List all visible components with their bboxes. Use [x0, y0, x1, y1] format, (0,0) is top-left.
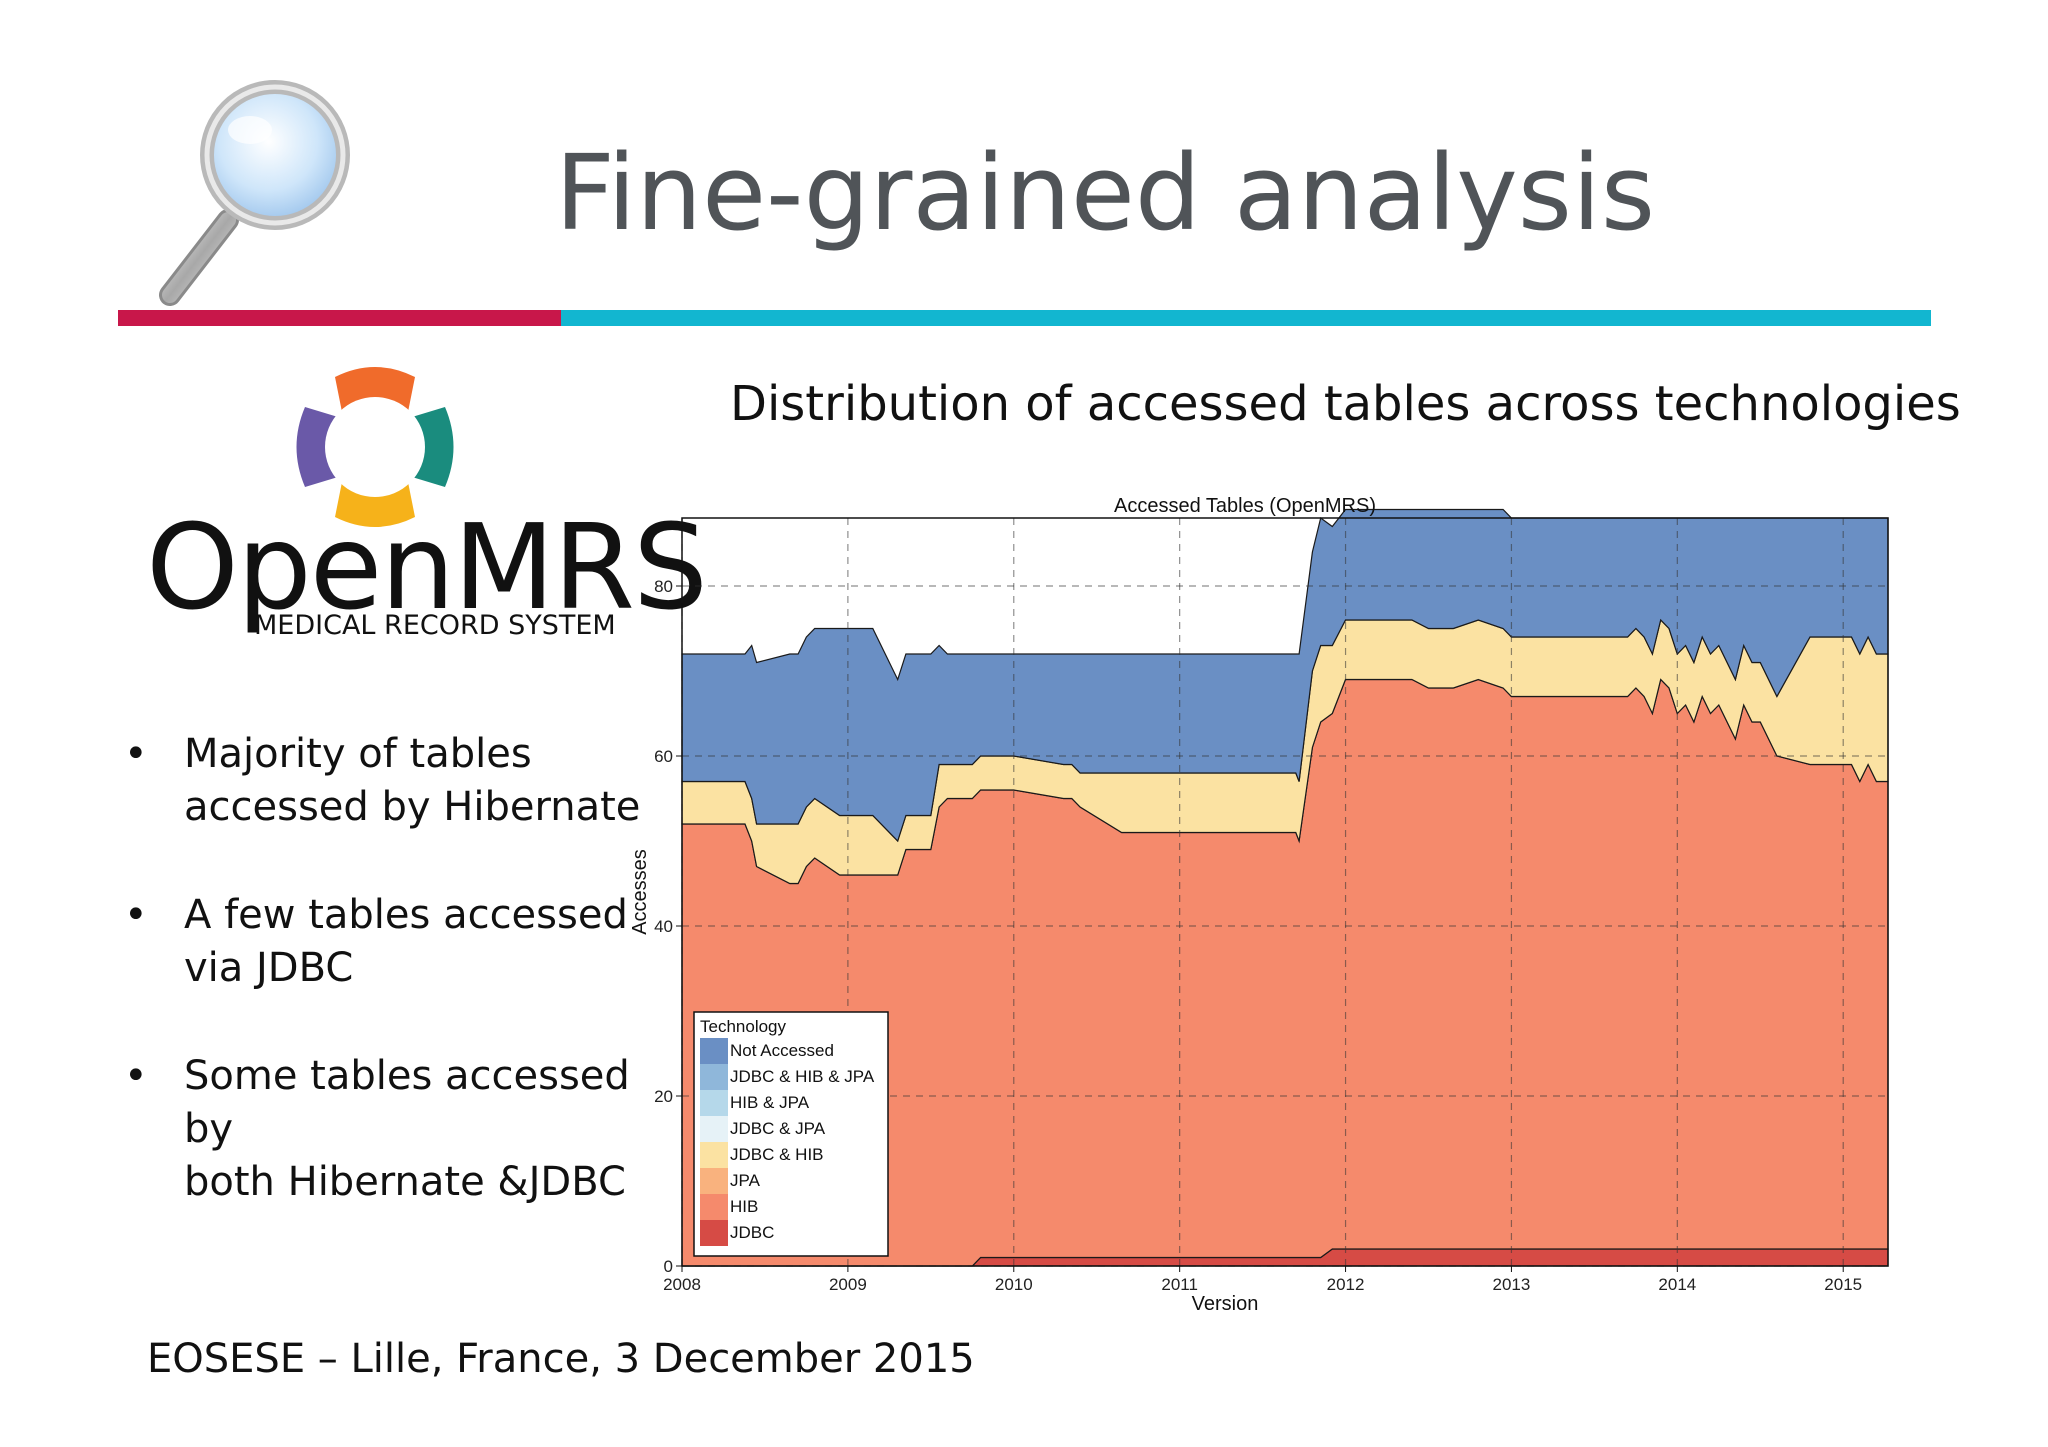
y-tick-label: 80 — [654, 577, 673, 596]
chart-axes: 2008 2009 2010 2011 2012 2013 2014 2015 0 20 40 60 8… — [654, 517, 1889, 1294]
x-tick-label: 2008 — [663, 1275, 701, 1294]
bullet-line: accessed by Hibernate — [184, 784, 641, 830]
x-tick-label: 2011 — [1161, 1275, 1198, 1294]
y-tick-label: 40 — [654, 917, 673, 936]
footer-text: EOSESE – Lille, France, 3 December 2015 — [147, 1336, 975, 1382]
y-axis-title: Accesses — [629, 849, 651, 935]
y-tick-label: 0 — [664, 1257, 673, 1276]
legend-swatch — [700, 1168, 728, 1194]
openmrs-logo-icon — [296, 367, 454, 527]
legend-swatch — [700, 1064, 728, 1090]
legend-label: HIB — [730, 1197, 758, 1216]
openmrs-logo-tagline: MEDICAL RECORD SYSTEM — [254, 610, 616, 641]
chart-legend: Technology Not Accessed JDBC & HIB & JPA HI… — [693, 1011, 889, 1257]
bullet-line: Some tables accessed by — [184, 1053, 630, 1152]
bullet-line: both Hibernate &JDBC — [184, 1159, 626, 1205]
openmrs-logo-text: OpenMRS — [146, 498, 708, 636]
x-tick-label: 2010 — [995, 1275, 1033, 1294]
bullet-item: • A few tables accessed via JDBC — [120, 889, 680, 995]
legend-label: JDBC & JPA — [730, 1119, 826, 1138]
x-tick-label: 2009 — [829, 1275, 867, 1294]
plot-frame — [681, 517, 1889, 1267]
x-tick-label: 2012 — [1327, 1275, 1365, 1294]
title-underline-cyan — [561, 310, 1931, 326]
chart-plot-area — [681, 508, 1889, 1267]
title-underline-red — [118, 310, 561, 326]
legend-swatch — [700, 1090, 728, 1116]
bullet-line: A few tables accessed — [184, 892, 628, 938]
legend-label: JDBC — [730, 1223, 774, 1242]
x-axis-title: Version — [1192, 1293, 1259, 1315]
legend-swatch — [700, 1116, 728, 1142]
bullet-item: • Some tables accessed by both Hibernate… — [120, 1050, 680, 1209]
y-tick-label: 60 — [654, 747, 673, 766]
bullet-dot: • — [124, 731, 148, 777]
legend-swatch — [700, 1194, 728, 1220]
bullet-item: • Majority of tables accessed by Hiberna… — [120, 728, 680, 834]
legend-label: JDBC & HIB — [730, 1145, 824, 1164]
legend-label: JDBC & HIB & JPA — [730, 1067, 875, 1086]
chart-subtitle: Distribution of accessed tables across t… — [730, 376, 1961, 432]
slide-title: Fine-grained analysis — [555, 132, 1656, 254]
x-tick-label: 2013 — [1493, 1275, 1531, 1294]
bullet-dot: • — [124, 1053, 148, 1099]
bullet-line: Majority of tables — [184, 731, 532, 777]
bullet-line: via JDBC — [184, 945, 354, 991]
magnifier-icon — [159, 80, 350, 306]
legend-swatch — [700, 1220, 728, 1246]
legend-swatch — [700, 1038, 728, 1064]
legend-title: Technology — [700, 1017, 787, 1036]
x-tick-label: 2014 — [1658, 1275, 1696, 1294]
legend-label: Not Accessed — [730, 1041, 834, 1060]
stacked-area-chart: 2008 2009 2010 2011 2012 2013 2014 2015 0 20 40 60 8… — [629, 495, 1889, 1315]
legend-swatch — [700, 1142, 728, 1168]
bullet-dot: • — [124, 892, 148, 938]
legend-label: JPA — [730, 1171, 761, 1190]
bullet-list: • Majority of tables accessed by Hiberna… — [120, 728, 680, 1264]
x-tick-label: 2015 — [1824, 1275, 1862, 1294]
legend-label: HIB & JPA — [730, 1093, 810, 1112]
y-tick-label: 20 — [654, 1087, 673, 1106]
chart-title: Accessed Tables (OpenMRS) — [1114, 495, 1376, 517]
